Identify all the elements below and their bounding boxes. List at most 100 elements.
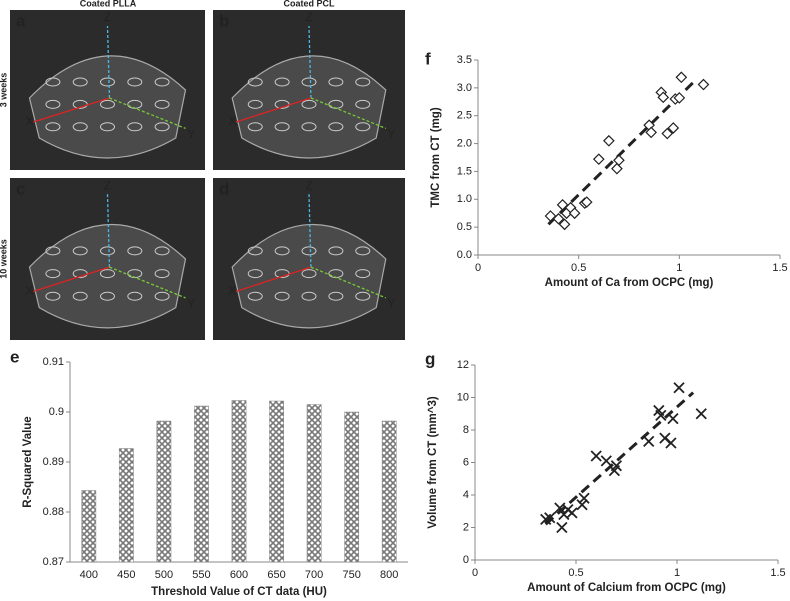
pore	[247, 269, 263, 279]
axis-y	[109, 266, 186, 299]
pore	[72, 122, 88, 132]
point	[576, 499, 588, 511]
y-tick-label: 2.0	[457, 137, 472, 149]
pore	[100, 291, 115, 301]
pore	[301, 77, 317, 87]
bar	[306, 404, 322, 563]
x-tick-label: 1	[676, 262, 682, 274]
pore	[355, 269, 371, 279]
axis-letter: Y	[187, 297, 195, 311]
pore	[45, 246, 61, 256]
y-tick-label: 8	[463, 424, 469, 436]
point	[645, 126, 657, 139]
axis-letter: X	[25, 114, 33, 128]
bar	[118, 448, 134, 563]
pore	[100, 122, 115, 132]
y-tick-label: 3.5	[457, 54, 472, 66]
scaffold	[28, 223, 187, 329]
pore	[100, 99, 115, 109]
pore	[127, 77, 143, 87]
x-axis-title: Amount of Ca from OCPC (mg)	[545, 277, 714, 289]
axis-y	[310, 266, 387, 299]
scaffold	[231, 223, 387, 329]
pore	[100, 77, 115, 87]
pore	[328, 122, 344, 132]
axis-letter: Y	[187, 127, 195, 141]
pore	[45, 269, 61, 279]
y-tick-label: 0.88	[43, 506, 64, 518]
point	[558, 218, 571, 231]
pore	[355, 99, 371, 109]
point	[600, 455, 612, 467]
pore	[127, 246, 143, 256]
pore	[154, 122, 170, 132]
pore	[45, 291, 61, 301]
pore	[247, 291, 263, 301]
pore	[301, 99, 317, 109]
pore	[154, 99, 170, 109]
bar	[381, 420, 397, 563]
pore	[301, 291, 317, 301]
ct-image: Z X Yd	[213, 178, 405, 340]
pore	[100, 246, 115, 256]
pore	[274, 246, 290, 256]
pore	[127, 291, 143, 301]
point	[675, 71, 688, 84]
y-tick-label: 0.91	[43, 356, 64, 368]
point	[695, 408, 707, 420]
pore	[301, 246, 317, 256]
x-tick-label: 700	[305, 569, 323, 581]
y-tick-label: 4	[463, 489, 469, 501]
pore	[127, 122, 143, 132]
panel-letter: a	[16, 11, 26, 30]
pore	[301, 122, 317, 132]
y-tick-label: 6	[463, 456, 469, 468]
x-tick-label: 600	[230, 569, 248, 581]
point	[568, 207, 581, 220]
point	[613, 154, 625, 167]
pore	[328, 291, 344, 301]
y-tick-label: 1.5	[457, 165, 472, 177]
y-tick-label: 1.0	[457, 193, 472, 205]
y-axis-title: Volume from CT (mm^3)	[427, 396, 439, 529]
point	[673, 382, 685, 394]
y-tick-label: 3.0	[457, 82, 472, 94]
pore	[247, 99, 263, 109]
point	[673, 92, 686, 104]
point	[544, 512, 556, 524]
bar	[231, 400, 247, 563]
y-tick-label: 0.87	[43, 556, 64, 568]
panel-letter: d	[219, 179, 229, 198]
y-axis-title: R-Squared Value	[22, 416, 34, 507]
point	[655, 409, 667, 422]
column-title: Coated PLLA	[80, 0, 137, 8]
x-tick-label: 0.5	[571, 262, 586, 274]
pore	[45, 122, 61, 132]
x-tick-label: 0	[472, 567, 478, 579]
axis-y	[310, 97, 387, 130]
y-tick-label: 0.5	[457, 221, 472, 233]
axis-z	[106, 25, 111, 99]
ct-image: Z X Ya	[10, 10, 205, 170]
axis-letter: X	[228, 114, 236, 128]
axis-letter: Y	[388, 297, 396, 311]
panel-letter: g	[425, 349, 435, 368]
y-tick-label: 0.89	[43, 456, 64, 468]
y-tick-label: 10	[457, 391, 469, 403]
x-tick-label: 1.5	[770, 567, 785, 579]
point	[603, 134, 615, 147]
pore	[247, 122, 263, 132]
y-tick-label: 0	[463, 554, 469, 566]
x-tick-label: 550	[192, 569, 210, 581]
x-tick-label: 500	[155, 569, 173, 581]
pore	[274, 77, 290, 87]
pore	[72, 291, 88, 301]
point	[697, 78, 710, 91]
axis-letter: Z	[104, 178, 111, 192]
pore	[45, 99, 61, 109]
y-tick-label: 0.9	[49, 406, 64, 418]
axis-x	[235, 97, 312, 123]
axis-letter: X	[228, 284, 236, 298]
axis-letter: Y	[388, 127, 396, 141]
column-title: Coated PCL	[283, 0, 335, 8]
